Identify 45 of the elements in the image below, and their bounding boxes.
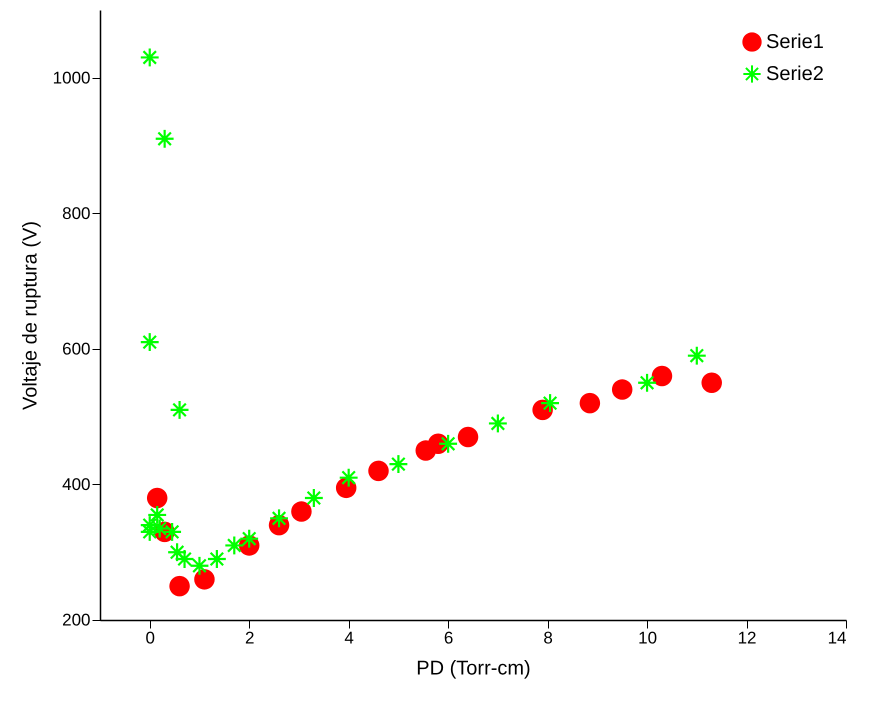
point: [388, 454, 408, 474]
point: [170, 400, 190, 420]
point: [154, 128, 175, 149]
y-axis-title: Voltaje de ruptura (V): [20, 221, 42, 410]
point: [162, 522, 182, 542]
x-tick-label: 0: [146, 628, 155, 648]
point: [637, 372, 658, 393]
x-axis-title: PD (Torr-cm): [416, 658, 531, 680]
point: [150, 518, 170, 539]
point: [174, 548, 195, 570]
y-tick-label: 1000: [52, 68, 90, 88]
x-tick-label: 14: [828, 628, 846, 648]
y-tick-label: 400: [62, 474, 90, 494]
y-tick-label: 600: [62, 339, 90, 358]
x-tick-label: 6: [444, 628, 454, 648]
point: [268, 508, 290, 528]
point: [686, 346, 707, 366]
point: [338, 468, 359, 488]
point: [580, 392, 600, 414]
legend-label: Serie1: [766, 31, 824, 53]
legend-label: Serie2: [766, 63, 824, 85]
x-tick-label: 12: [738, 628, 756, 648]
point: [438, 434, 458, 454]
point: [169, 576, 190, 596]
point: [146, 488, 168, 508]
point: [304, 488, 324, 508]
point: [368, 460, 389, 482]
point: [140, 47, 160, 68]
point: [194, 569, 215, 590]
x-tick-label: 8: [543, 628, 553, 648]
point: [701, 372, 722, 394]
point: [147, 504, 168, 525]
point: [488, 413, 508, 434]
point: [458, 426, 478, 448]
point: [612, 379, 632, 400]
point: [540, 393, 560, 414]
point: [167, 542, 188, 562]
y-tick-label: 200: [62, 610, 90, 630]
point: [291, 501, 312, 522]
x-tick-label: 10: [638, 628, 658, 648]
point: [140, 332, 160, 352]
x-tick-label: 4: [344, 628, 354, 648]
x-tick-label: 2: [244, 628, 254, 648]
point: [652, 366, 672, 386]
y-tick-label: 800: [62, 204, 90, 223]
